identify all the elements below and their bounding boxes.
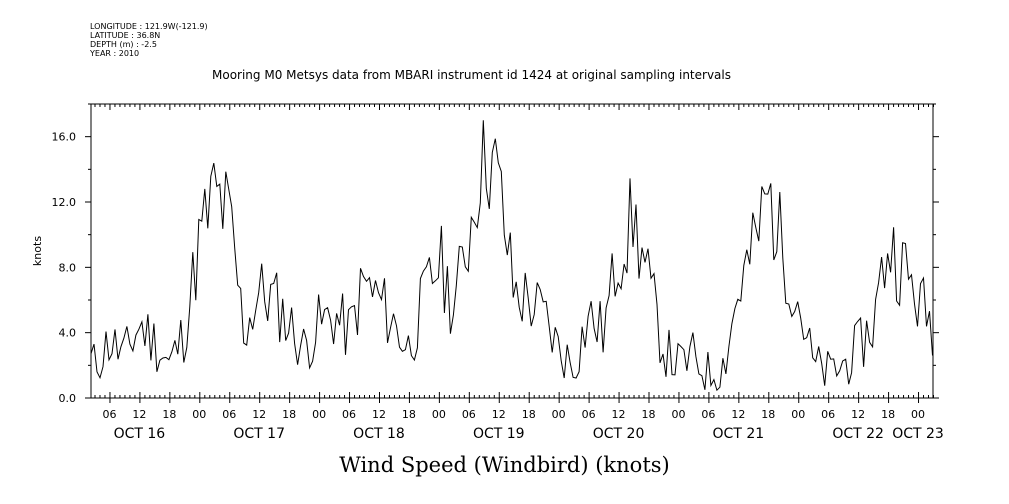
y-tick-label: 16.0	[52, 131, 77, 144]
chart-title: Mooring M0 Metsys data from MBARI instru…	[212, 68, 731, 82]
x-tick-label: 00	[312, 408, 326, 421]
x-tick-label: 06	[821, 408, 835, 421]
x-tick-label: 12	[252, 408, 266, 421]
day-label: OCT 20	[593, 426, 645, 442]
plot-frame	[90, 103, 934, 399]
x-tick-label: 00	[791, 408, 805, 421]
x-tick-label: 00	[192, 408, 206, 421]
day-label: OCT 18	[353, 426, 405, 442]
y-axis-label: knots	[31, 236, 44, 266]
x-tick-label: 06	[102, 408, 116, 421]
x-axis-title: Wind Speed (Windbird) (knots)	[339, 453, 670, 477]
x-tick-label: 00	[671, 408, 685, 421]
y-tick-label: 8.0	[59, 261, 77, 274]
x-tick-label: 06	[462, 408, 476, 421]
y-tick-label: 0.0	[59, 392, 77, 405]
x-tick-label: 18	[642, 408, 656, 421]
x-tick-label: 00	[432, 408, 446, 421]
day-label: OCT 17	[233, 426, 285, 442]
x-tick-label: 18	[881, 408, 895, 421]
x-tick-label: 12	[492, 408, 506, 421]
year-label: YEAR : 2010	[90, 49, 140, 58]
y-tick-label: 4.0	[59, 327, 77, 340]
x-tick-label: 06	[701, 408, 715, 421]
day-label: OCT 22	[832, 426, 884, 442]
x-tick-label: 12	[612, 408, 626, 421]
y-tick-labels: 0.0 4.0 8.0 12.0 16.0	[52, 131, 77, 405]
day-label: OCT 16	[114, 426, 166, 442]
x-tick-label: 12	[132, 408, 146, 421]
latitude-label: LATITUDE : 36.8N	[90, 31, 161, 40]
axis-ticks	[85, 103, 939, 403]
x-tick-label: 12	[372, 408, 386, 421]
depth-label: DEPTH (m) : -2.5	[90, 40, 157, 49]
x-tick-label: 18	[282, 408, 296, 421]
day-label: OCT 21	[713, 426, 765, 442]
x-tick-label: 18	[522, 408, 536, 421]
x-tick-label: 12	[731, 408, 745, 421]
x-tick-label: 06	[582, 408, 596, 421]
x-tick-label: 00	[911, 408, 925, 421]
x-tick-label: 18	[761, 408, 775, 421]
x-tick-label: 06	[222, 408, 236, 421]
x-tick-label: 18	[402, 408, 416, 421]
x-tick-label: 00	[552, 408, 566, 421]
day-labels: OCT 16 OCT 17 OCT 18 OCT 19 OCT 20 OCT 21 OCT …	[114, 426, 944, 442]
day-label: OCT 23	[892, 426, 944, 442]
day-label: OCT 19	[473, 426, 525, 442]
x-tick-labels: 06 12 18 00 06 12 18 00 06 12 18 00 06 12 18 00 06 12 18 00…	[102, 408, 925, 421]
x-tick-label: 06	[342, 408, 356, 421]
wind-speed-line	[90, 120, 933, 392]
longitude-label: LONGITUDE : 121.9W(-121.9)	[90, 22, 208, 31]
x-tick-label: 18	[162, 408, 176, 421]
y-tick-label: 12.0	[52, 196, 77, 209]
x-tick-label: 12	[851, 408, 865, 421]
